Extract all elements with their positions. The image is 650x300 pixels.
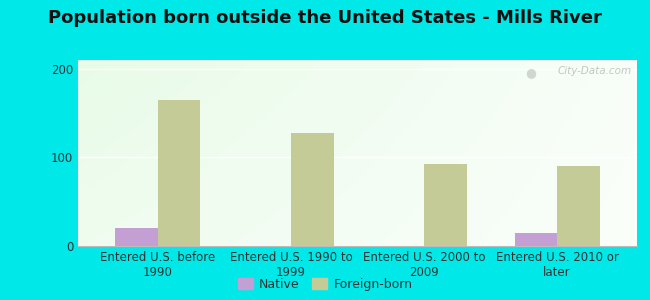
Legend: Native, Foreign-born: Native, Foreign-born: [238, 278, 412, 291]
Bar: [115, 228, 158, 246]
Bar: [291, 133, 333, 246]
Text: Population born outside the United States - Mills River: Population born outside the United State…: [48, 9, 602, 27]
Bar: [424, 164, 467, 246]
Bar: [557, 166, 600, 246]
Bar: [158, 100, 200, 246]
Bar: [515, 233, 557, 246]
Text: ●: ●: [525, 66, 536, 79]
Text: City-Data.com: City-Data.com: [557, 66, 631, 76]
